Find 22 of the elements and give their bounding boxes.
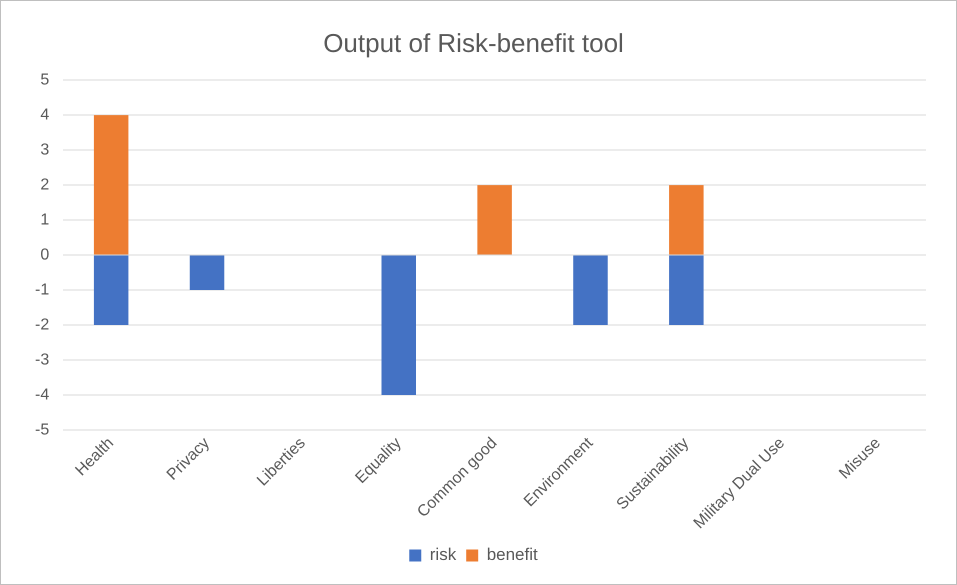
y-tick-label: 0 — [40, 246, 50, 264]
bar — [94, 115, 128, 255]
bar — [381, 256, 416, 395]
y-tick-label: -3 — [34, 351, 50, 368]
bar — [669, 256, 704, 326]
chart-title: Output of Risk-benefit tool — [323, 28, 624, 58]
y-tick-label: 4 — [40, 106, 50, 124]
bar — [190, 256, 224, 290]
bar — [94, 256, 128, 326]
y-tick-label: -1 — [34, 281, 50, 298]
y-tick-label: -5 — [34, 421, 50, 438]
bar — [669, 185, 704, 255]
y-tick-label: -4 — [34, 386, 50, 404]
bar — [477, 185, 512, 255]
y-tick-label: 3 — [40, 142, 50, 159]
bar — [573, 256, 608, 326]
legend-label: risk — [430, 545, 457, 564]
y-tick-label: -2 — [34, 316, 50, 334]
y-tick-label: 1 — [40, 211, 50, 228]
y-tick-label: 2 — [40, 176, 50, 194]
y-tick-label: 5 — [40, 72, 50, 89]
legend-label: benefit — [486, 545, 538, 564]
